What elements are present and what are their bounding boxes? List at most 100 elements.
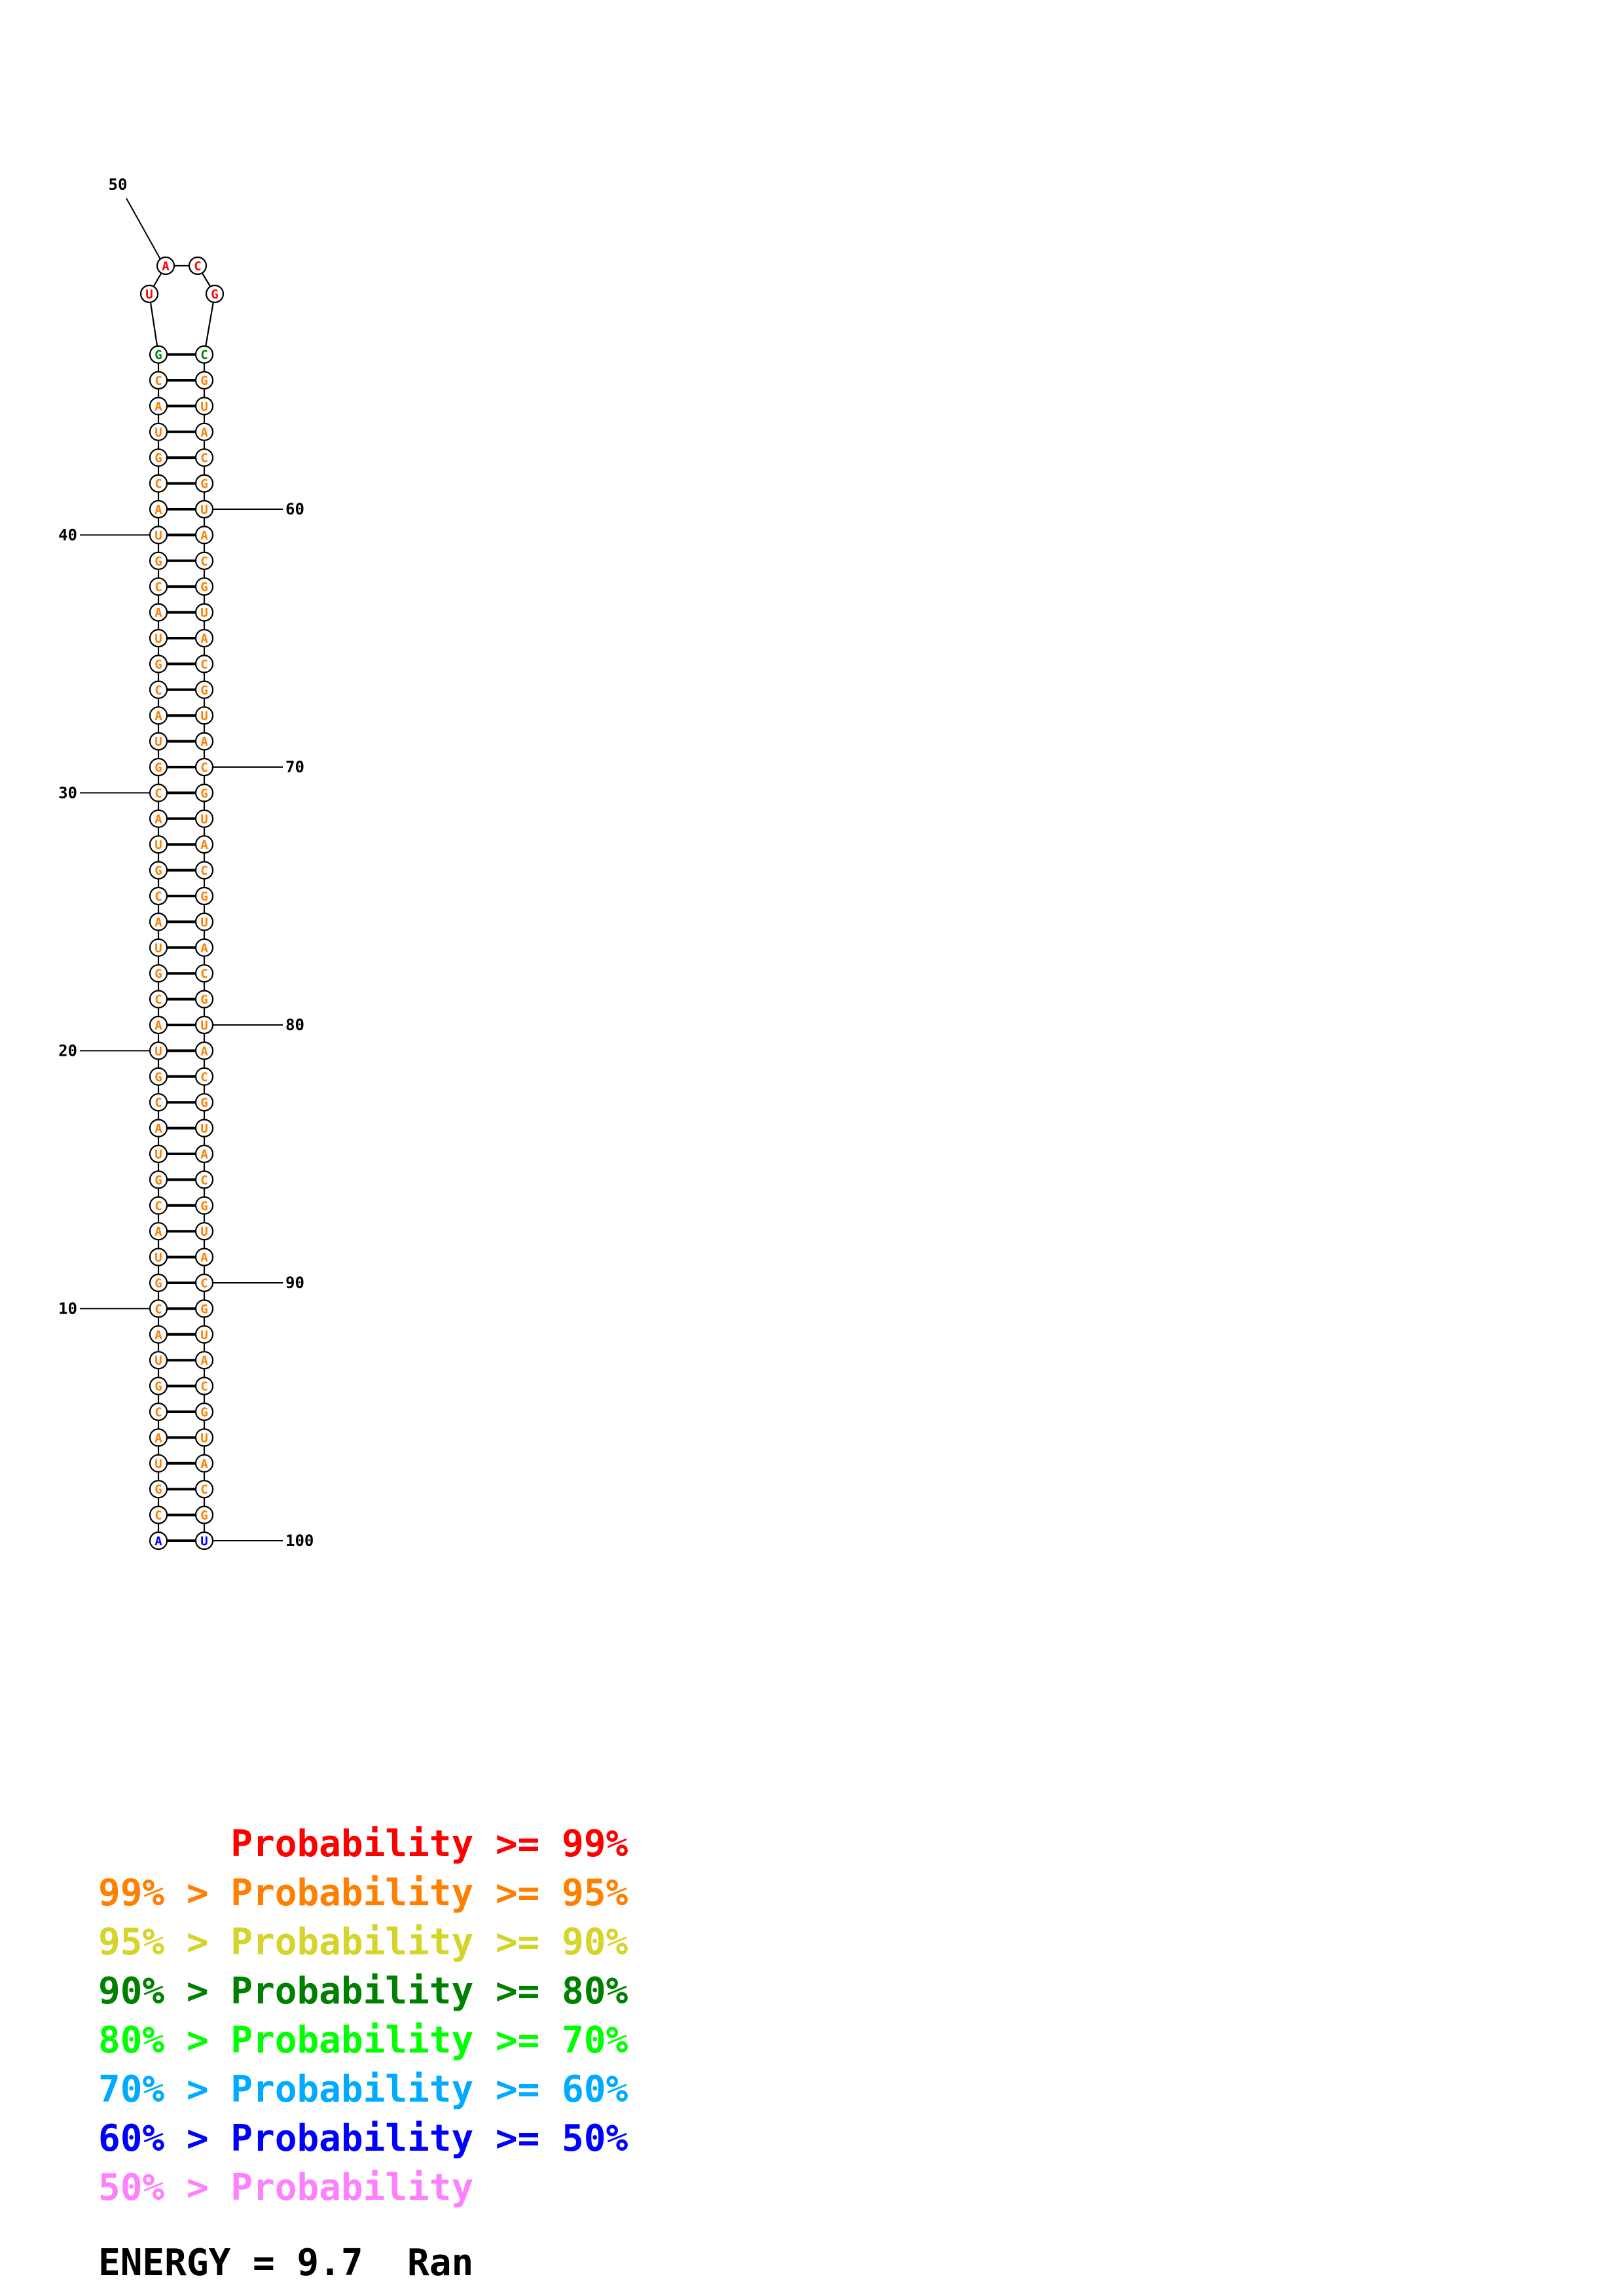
nucleotide: C [149,783,168,802]
nucleotide-letter: A [200,735,208,749]
nucleotide-letter: A [155,1328,162,1342]
nucleotide: G [194,1505,214,1524]
nucleotide-circle [149,757,168,777]
nucleotide: C [194,861,214,880]
nucleotide-letter: U [200,709,208,723]
nucleotide-circle [149,1093,168,1112]
nucleotide-letter: A [155,1431,162,1445]
nucleotide-circle [194,551,214,570]
legend-prefix: 60% > [98,2117,231,2160]
nucleotide-circle [149,1041,168,1060]
nucleotide-circle [149,526,168,545]
nucleotide-letter: G [155,864,162,878]
nucleotide-letter: G [200,1405,208,1420]
nucleotide-letter: G [200,786,208,800]
nucleotide-circle [149,732,168,751]
nucleotide-circle [149,1247,168,1266]
nucleotide: A [194,1144,214,1164]
nucleotide-letter: A [162,259,170,274]
legend-row: 80% > Probability >= 70% [98,2016,628,2065]
tick-label: 70 [285,758,304,776]
nucleotide: U [149,1144,168,1164]
nucleotide: U [194,499,214,519]
nucleotide: C [194,345,214,364]
nucleotide: C [194,1170,214,1189]
nucleotide: U [194,912,214,931]
nucleotide: G [194,783,214,802]
nucleotide: A [149,1428,168,1447]
nucleotide-letter: G [200,1199,208,1213]
nucleotide: G [149,1170,168,1189]
nucleotide: C [149,680,168,699]
nucleotide-letter: C [155,477,162,492]
nucleotide: C [194,757,214,777]
nucleotide: U [149,835,168,854]
nucleotide-letter: G [155,451,162,465]
nucleotide-letter: G [155,1276,162,1291]
nucleotide: U [149,1247,168,1266]
nucleotide-circle [149,886,168,906]
nucleotide-circle [149,1480,168,1499]
nucleotide-circle [149,422,168,441]
nucleotide: A [194,1454,214,1473]
nucleotide-letter: G [155,657,162,672]
nucleotide: A [194,526,214,545]
nucleotide-letter: U [200,1122,208,1136]
nucleotide-circle [149,938,168,957]
nucleotide-letter: C [155,1199,162,1213]
nucleotide-letter: G [200,1302,208,1316]
nucleotide: A [149,603,168,622]
nucleotide-circle [194,1505,214,1524]
nucleotide-letter: C [200,1070,208,1085]
nucleotide-circle [194,345,214,364]
nucleotide-circle [149,680,168,699]
nucleotide-circle [149,397,168,416]
tick-label: 30 [58,783,77,802]
nucleotide-letter: C [200,1482,208,1497]
nucleotide-circle [194,397,214,416]
nucleotide-circle [194,990,214,1009]
nucleotide-circle [149,1299,168,1318]
nucleotide-letter: C [155,786,162,800]
nucleotide-letter: A [155,503,162,517]
nucleotide-circle [149,474,168,493]
nucleotide: U [149,422,168,441]
nucleotide-circle [149,628,168,648]
backbone-segment [148,293,160,355]
nucleotide: G [149,551,168,570]
nucleotide-circle [149,1325,168,1344]
nucleotide-letter: C [155,993,162,1007]
legend-text: Probability >= 50% [230,2117,629,2160]
nucleotide-letter: G [155,1173,162,1187]
nucleotide: G [149,655,168,673]
nucleotide-letter: A [200,1147,208,1162]
nucleotide-circle [194,783,214,802]
nucleotide-circle [149,551,168,570]
nucleotide: C [149,474,168,493]
nucleotide: G [149,1067,168,1086]
backbone-segment [203,293,216,355]
nucleotide-circle [149,1505,168,1524]
nucleotide-circle [194,526,214,545]
nucleotide: A [149,1119,168,1138]
nucleotide-circle [149,655,168,673]
nucleotide-circle [194,1299,214,1318]
nucleotide: A [194,422,214,441]
nucleotide: U [194,1119,214,1138]
nucleotide-letter: C [200,657,208,672]
nucleotide: U [149,732,168,751]
nucleotide-letter: C [200,761,208,775]
nucleotide-letter: C [155,580,162,594]
nucleotide-circle [149,1067,168,1086]
nucleotide-letter: C [200,348,208,363]
nucleotide: A [149,1222,168,1241]
nucleotide-letter: U [145,287,153,302]
nucleotide: G [149,448,168,467]
nucleotide-letter: A [200,632,208,646]
nucleotide-circle [194,655,214,673]
nucleotide: C [149,1196,168,1215]
nucleotide: A [149,1015,168,1035]
nucleotide: A [149,1325,168,1344]
nucleotide-circle [194,474,214,493]
nucleotide-letter: U [155,1457,162,1471]
